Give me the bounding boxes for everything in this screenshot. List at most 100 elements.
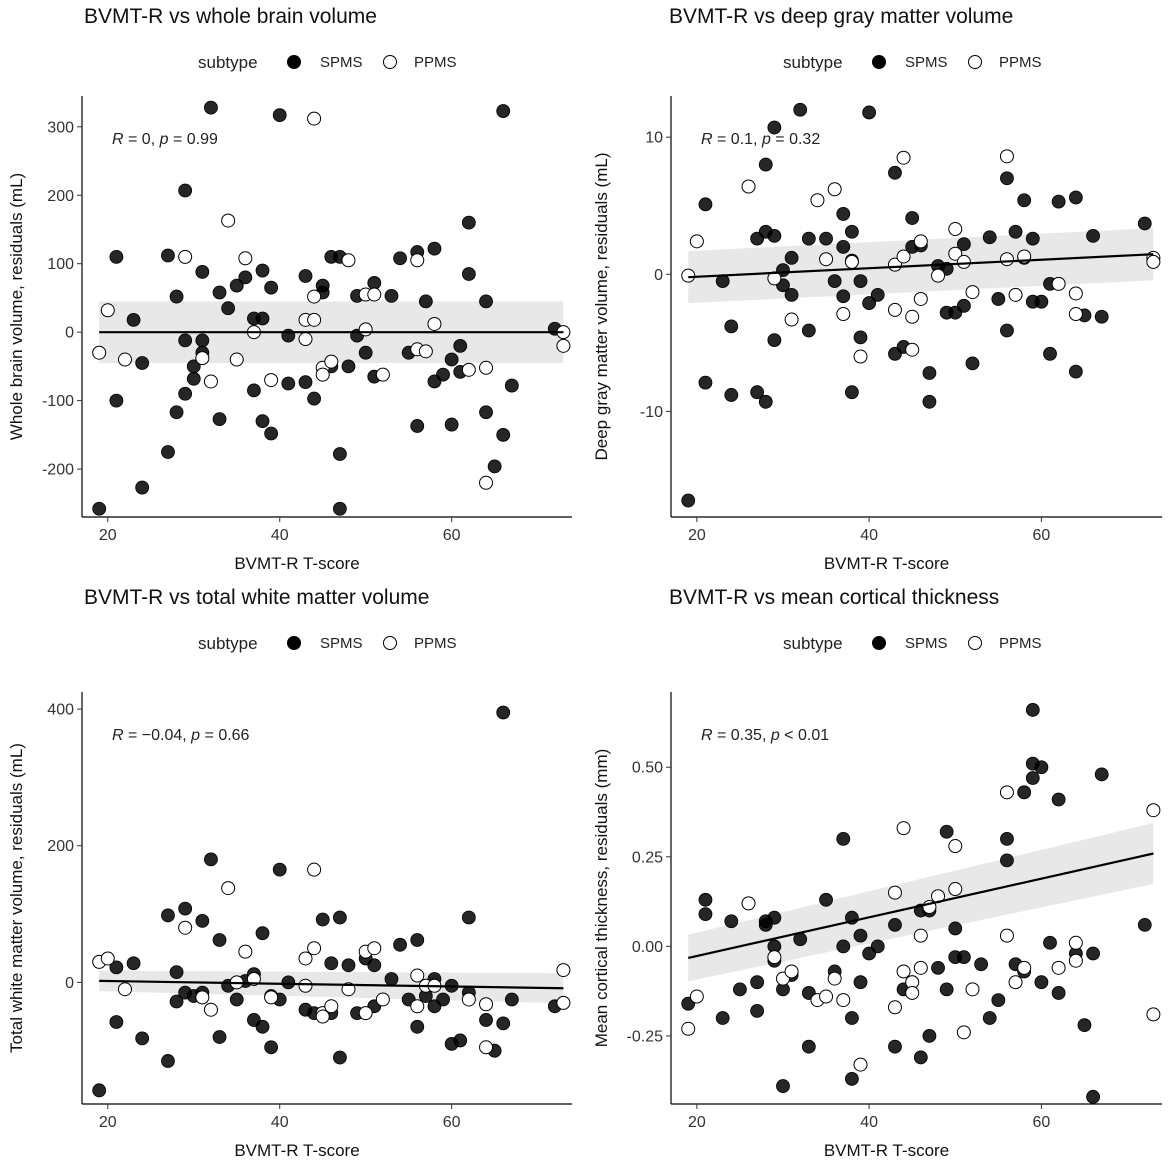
annot-r-value: = −0.04, [124,727,192,744]
x-tick-label: 40 [271,527,289,544]
point-spms [715,1011,730,1025]
y-tick-label: 0 [65,975,74,992]
point-spms [332,1050,347,1065]
point-spms [427,241,442,256]
point-spms [178,386,193,401]
point-ppms [896,249,911,264]
point-spms [212,1030,227,1044]
point-spms [341,359,356,374]
data-points [681,703,1161,1104]
point-ppms [999,149,1014,164]
point-ppms [307,941,322,956]
point-spms [161,1054,175,1068]
point-ppms [853,1057,868,1072]
point-ppms [784,312,799,327]
point-spms [238,270,253,285]
annot-p-symbol: p [770,727,780,744]
point-ppms [418,344,433,359]
point-ppms [810,193,825,208]
annot-p-value: < 0.01 [780,727,829,744]
point-spms [1008,224,1023,239]
point-spms [1086,1089,1100,1104]
point-ppms [948,882,963,897]
point-ppms [358,322,373,337]
point-ppms [195,990,210,1005]
point-spms [169,965,184,980]
point-spms [819,892,833,907]
x-axis-label: BVMT-R T-score [824,554,949,573]
point-spms [1086,228,1100,243]
point-spms [255,926,270,941]
point-spms [461,910,476,925]
panel-title: BVMT-R vs mean cortical thickness [669,586,999,609]
point-spms [793,102,808,117]
point-spms [281,975,296,990]
point-ppms [410,968,425,983]
panel-title: BVMT-R vs total white matter volume [84,586,429,609]
point-ppms [117,352,132,367]
annot-p-value: = 0.66 [200,727,249,744]
point-spms [169,405,184,420]
point-spms [92,501,107,516]
point-spms [1017,785,1032,800]
x-tick-label: 20 [688,527,706,544]
point-ppms [461,992,476,1007]
point-spms [212,412,227,427]
legend-ppms-marker [968,636,982,650]
point-spms [784,287,799,302]
point-ppms [229,352,244,367]
point-spms [444,352,459,367]
y-tick-label: 0 [654,267,663,284]
point-spms [92,1083,107,1098]
point-spms [1094,767,1109,782]
point-ppms [307,289,322,304]
point-ppms [298,951,313,966]
point-ppms [681,268,696,283]
point-ppms [819,989,834,1004]
point-spms [496,104,511,118]
point-ppms [367,287,382,302]
point-spms [255,414,270,429]
legend-spms-marker [287,636,301,650]
point-spms [698,197,713,212]
confidence-band [688,823,1154,982]
point-ppms [931,268,946,283]
point-ppms [307,862,322,877]
point-spms [332,447,347,461]
point-spms [504,992,519,1007]
point-spms [281,376,296,391]
point-spms [956,237,971,252]
point-spms [853,330,868,345]
y-tick-label: -100 [42,393,74,410]
point-ppms [689,989,704,1004]
annot-p-value: = 0.99 [169,131,218,148]
point-spms [1094,309,1109,324]
point-spms [315,278,330,293]
point-ppms [221,881,236,896]
point-spms [948,921,963,936]
annot-r-symbol: R [701,131,713,148]
point-ppms [221,213,236,228]
point-spms [853,975,868,990]
point-spms [801,323,816,338]
point-spms [212,933,227,947]
point-spms [341,958,356,973]
data-points [92,100,571,516]
point-spms [974,957,989,972]
point-ppms [410,999,425,1014]
y-tick-label: -200 [42,462,74,479]
y-tick-label: 0.25 [632,849,663,866]
point-spms [836,239,851,254]
regression-line [99,979,564,990]
annot-r-symbol: R [112,727,124,744]
point-spms [1051,194,1066,209]
point-spms [229,278,244,293]
point-spms [264,280,279,295]
panel-title: BVMT-R vs whole brain volume [84,5,377,28]
annot-p-value: = 0.32 [771,131,820,148]
point-ppms [324,999,339,1014]
point-spms [888,165,902,180]
point-spms [264,426,279,441]
legend-title: subtype [198,53,258,72]
